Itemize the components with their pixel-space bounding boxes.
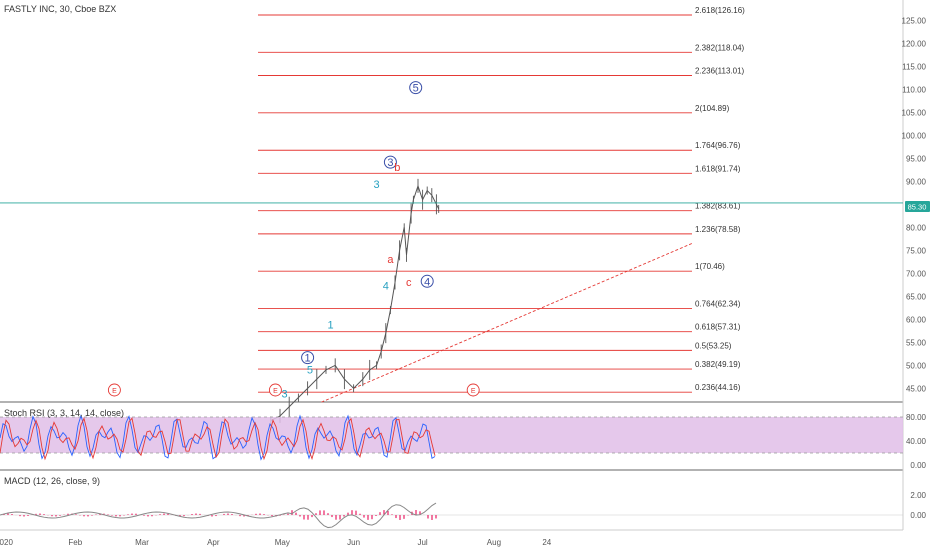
earnings-marker[interactable] [268,383,282,397]
price-tick-label: 90.00 [906,177,927,186]
earnings-marker-label: E [273,388,278,395]
price-tick-label: 65.00 [906,292,927,301]
dashed-trendline[interactable] [321,243,693,403]
wave-label-circle [301,351,315,365]
time-tick-label: May [275,538,290,547]
time-tick-label: 2020 [0,538,13,547]
price-tick-label: 120.00 [902,39,927,48]
stoch-band [0,417,903,453]
fib-level-label: 1.382(83.61) [695,202,741,211]
stoch-tick-label: 80.00 [906,413,927,422]
time-tick-label: Feb [68,538,82,547]
stoch-tick-label: 40.00 [906,437,927,446]
wave-label: 1 [328,320,334,332]
current-price-label: 85.30 [908,203,927,212]
time-tick-label: Jul [417,538,427,547]
price-tick-label: 70.00 [906,269,927,278]
trendline-layer[interactable] [321,243,693,403]
fibonacci-extension[interactable]: 2.618(126.16) 2.382(118.04) 2.236(113.01) 2… [258,6,745,393]
macd-legend: MACD (12, 26, close, 9) [4,476,100,486]
fib-level-label: 2(104.89) [695,104,730,113]
price-tick-label: 75.00 [906,246,927,255]
stoch-legend: Stoch RSI (3, 3, 14, 14, close) [4,408,124,418]
macd-line[interactable] [0,502,437,529]
price-tick-label: 115.00 [902,62,926,71]
price-tick-label: 125.00 [902,16,927,25]
earnings-marker[interactable] [107,383,121,397]
fib-level-label: 2.382(118.04) [695,43,745,52]
wave-label: a [387,254,394,266]
time-tick-label: Jun [347,538,360,547]
fib-level-label: 1.236(78.58) [695,225,741,234]
earnings-marker-label: E [112,388,117,395]
earnings-marker-label: E [471,388,476,395]
wave-label: 3 [374,179,380,191]
fib-level-label: 0.764(62.34) [695,300,741,309]
wave-label-circle [420,274,434,288]
time-tick-label: 24 [542,538,551,547]
stoch-rsi-panel[interactable] [0,413,903,461]
fib-level-label: 0.236(44.16) [695,383,741,392]
fib-level-label: 0.382(49.19) [695,360,741,369]
time-tick-label: Apr [207,538,220,547]
price-tick-label: 100.00 [902,131,927,140]
macd-panel[interactable] [0,502,903,529]
chart-title: FASTLY INC, 30, Cboe BZX [4,4,116,14]
fib-level-label: 0.5(53.25) [695,341,732,350]
wave-label: 4 [383,280,389,292]
price-series[interactable] [270,178,440,425]
fib-level-label: 1.618(91.74) [695,164,741,173]
axes: 125.00120.00115.00110.00105.00100.0095.0… [0,16,927,547]
price-tick-label: 60.00 [906,315,927,324]
wave-label: b [394,162,400,174]
wave-label: 3 [387,157,393,169]
time-tick-label: Mar [135,538,149,547]
wave-label: 4 [424,276,430,288]
price-tick-label: 105.00 [902,108,927,117]
macd-tick-label: 2.00 [910,491,926,500]
price-tick-label: 80.00 [906,223,927,232]
wave-label: 5 [413,83,419,95]
macd-tick-label: 0.00 [910,511,926,520]
wave-label: 3 [282,389,288,401]
price-tick-label: 110.00 [902,85,926,94]
price-tick-label: 95.00 [906,154,927,163]
fib-level-label: 1.764(96.76) [695,141,741,150]
time-tick-label: Aug [487,538,501,547]
price-tick-label: 45.00 [906,384,927,393]
stoch-k-line[interactable] [0,413,436,461]
wave-label: 1 [305,353,311,365]
stoch-d-line[interactable] [0,417,436,461]
fib-level-label: 0.618(57.31) [695,323,741,332]
fib-level-label: 2.236(113.01) [695,66,745,75]
price-tick-label: 55.00 [906,338,927,347]
stoch-tick-label: 0.00 [910,461,926,470]
wave-label-circle [383,155,397,169]
price-tick-label: 50.00 [906,361,927,370]
current-price-tag [905,201,930,212]
fib-level-label: 1(70.46) [695,262,725,271]
price-line[interactable] [270,184,440,421]
earnings-marker[interactable] [466,383,480,397]
fib-level-label: 2.618(126.16) [695,6,745,15]
wave-label: c [406,277,412,289]
wave-label-circle [409,81,423,95]
wave-label: 5 [307,365,313,377]
